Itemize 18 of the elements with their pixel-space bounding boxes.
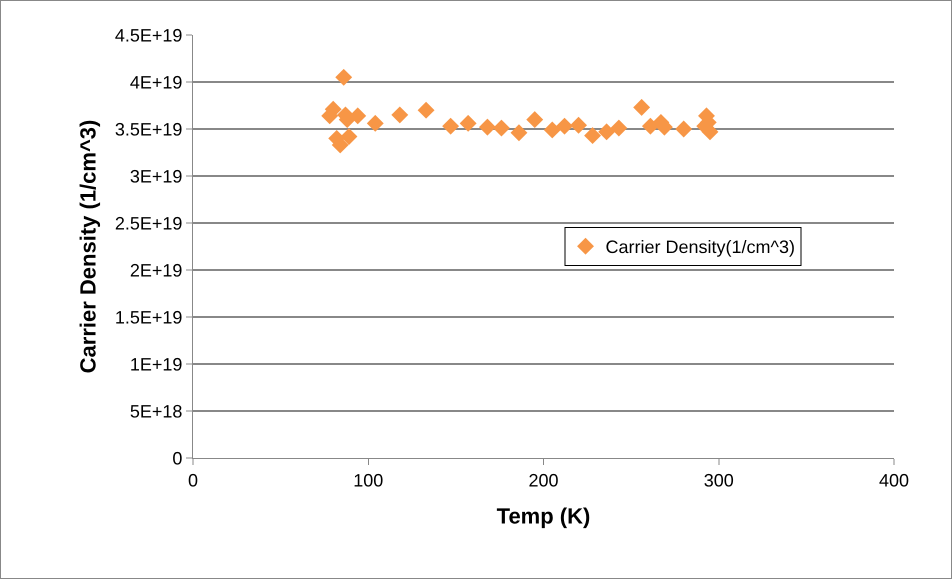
- y-axis-title: Carrier Density (1/cm^3): [76, 120, 101, 374]
- y-tick-label: 0: [172, 448, 182, 468]
- y-tick-label: 5E+18: [130, 401, 182, 422]
- y-tick-label: 3.5E+19: [114, 119, 182, 140]
- x-tick-label: 0: [188, 470, 198, 491]
- x-axis-title: Temp (K): [496, 504, 590, 528]
- y-tick-label: 2.5E+19: [114, 213, 182, 234]
- y-tick-label: 2E+19: [130, 260, 182, 280]
- x-tick-label: 100: [353, 470, 384, 491]
- y-tick-label: 4.5E+19: [114, 25, 182, 46]
- legend-label: Carrier Density(1/cm^3): [606, 237, 796, 258]
- x-tick-label: 200: [528, 470, 559, 491]
- y-tick-label: 1.5E+19: [114, 307, 182, 328]
- y-tick-label: 4E+19: [130, 72, 182, 92]
- y-tick-label: 1E+19: [130, 354, 182, 374]
- x-tick-label: 400: [878, 470, 910, 491]
- y-tick-label: 3E+19: [130, 166, 182, 186]
- x-tick-label: 300: [704, 470, 734, 491]
